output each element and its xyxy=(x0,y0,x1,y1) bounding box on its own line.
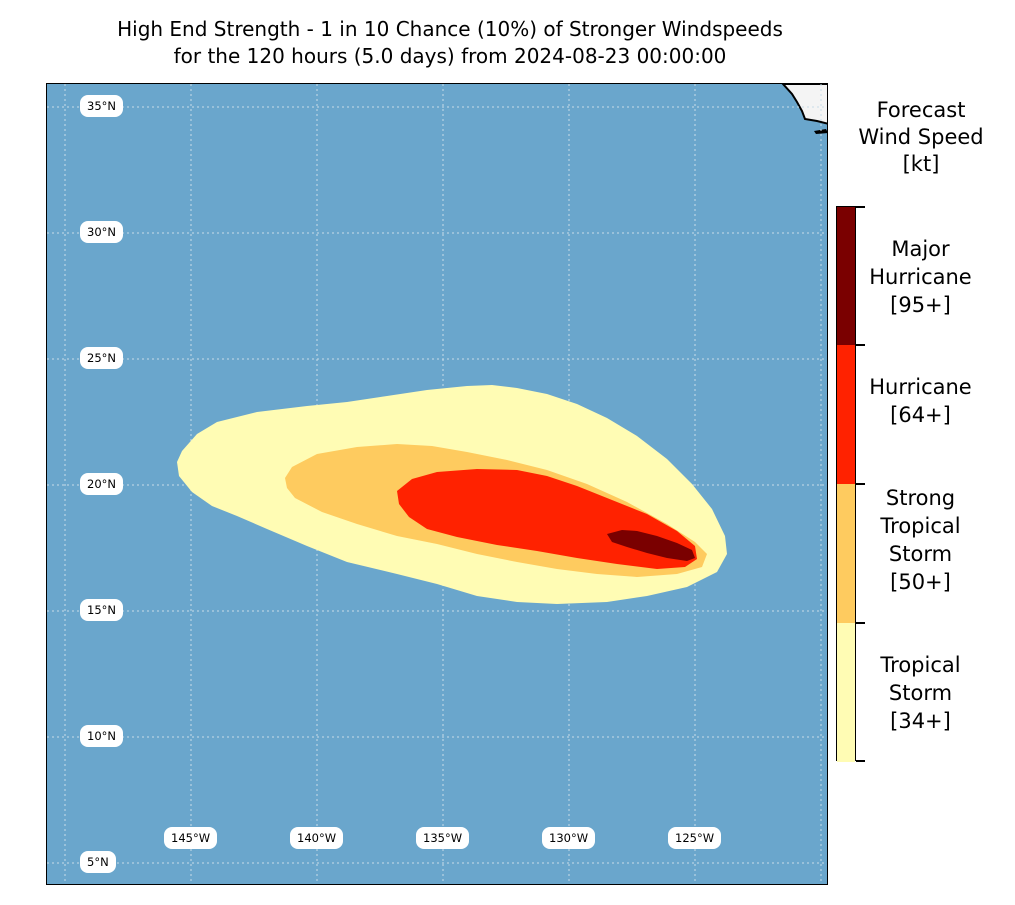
legend-title: Forecast Wind Speed [kt] xyxy=(836,97,1006,178)
lon-label-130w: 130°W xyxy=(544,829,594,847)
legend-strong-tropical-storm: Strong Tropical Storm [50+] xyxy=(848,484,993,596)
swath-major-hurricane xyxy=(607,530,695,561)
lat-label-10n: 10°N xyxy=(82,727,121,745)
legend-label: Storm xyxy=(888,542,953,566)
legend-label: [95+] xyxy=(890,293,951,317)
island xyxy=(814,129,827,134)
title-line-1: High End Strength - 1 in 10 Chance (10%)… xyxy=(117,17,783,41)
legend-label: Hurricane xyxy=(869,375,972,399)
colorbar-major-hurricane xyxy=(837,207,855,345)
colorbar-tick xyxy=(856,622,865,624)
colorbar-tick xyxy=(856,344,865,346)
legend-title-line: Forecast xyxy=(876,98,966,122)
legend-label: Strong xyxy=(885,486,956,510)
legend-major-hurricane: Major Hurricane [95+] xyxy=(848,235,993,319)
colorbar xyxy=(836,206,856,762)
legend-label: Major xyxy=(891,237,950,261)
lat-label-20n: 20°N xyxy=(82,475,121,493)
colorbar-tick xyxy=(856,206,865,208)
lat-label-25n: 25°N xyxy=(82,349,121,367)
legend-hurricane: Hurricane [64+] xyxy=(848,373,993,429)
colorbar-tropical-storm xyxy=(837,623,855,762)
land-mass xyxy=(781,84,827,125)
colorbar-tick xyxy=(856,760,865,762)
wind-probability-map[interactable]: 35°N 30°N 25°N 20°N 15°N 10°N 5°N 145°W … xyxy=(46,83,828,885)
legend-tropical-storm: Tropical Storm [34+] xyxy=(848,651,993,735)
legend-title-line: Wind Speed xyxy=(858,125,984,149)
legend-label: [50+] xyxy=(890,570,951,594)
title-line-2: for the 120 hours (5.0 days) from 2024-0… xyxy=(173,44,727,68)
legend-label: Tropical xyxy=(880,653,961,677)
colorbar-strong-tropical-storm xyxy=(837,484,855,623)
lon-label-125w: 125°W xyxy=(670,829,720,847)
legend-label: [64+] xyxy=(890,403,951,427)
legend-label: Hurricane xyxy=(869,265,972,289)
legend-label: Storm xyxy=(888,681,953,705)
legend-label: [34+] xyxy=(890,709,951,733)
chart-title: High End Strength - 1 in 10 Chance (10%)… xyxy=(0,16,900,70)
legend-title-line: [kt] xyxy=(902,152,940,176)
lat-label-30n: 30°N xyxy=(82,223,121,241)
map-canvas xyxy=(47,84,827,884)
lon-label-140w: 140°W xyxy=(292,829,342,847)
lon-label-135w: 135°W xyxy=(418,829,468,847)
lat-label-15n: 15°N xyxy=(82,601,121,619)
lon-label-145w: 145°W xyxy=(166,829,216,847)
legend-label: Tropical xyxy=(880,514,961,538)
colorbar-tick xyxy=(856,483,865,485)
lat-label-5n: 5°N xyxy=(82,853,114,871)
lat-label-35n: 35°N xyxy=(82,97,121,115)
colorbar-hurricane xyxy=(837,345,855,484)
